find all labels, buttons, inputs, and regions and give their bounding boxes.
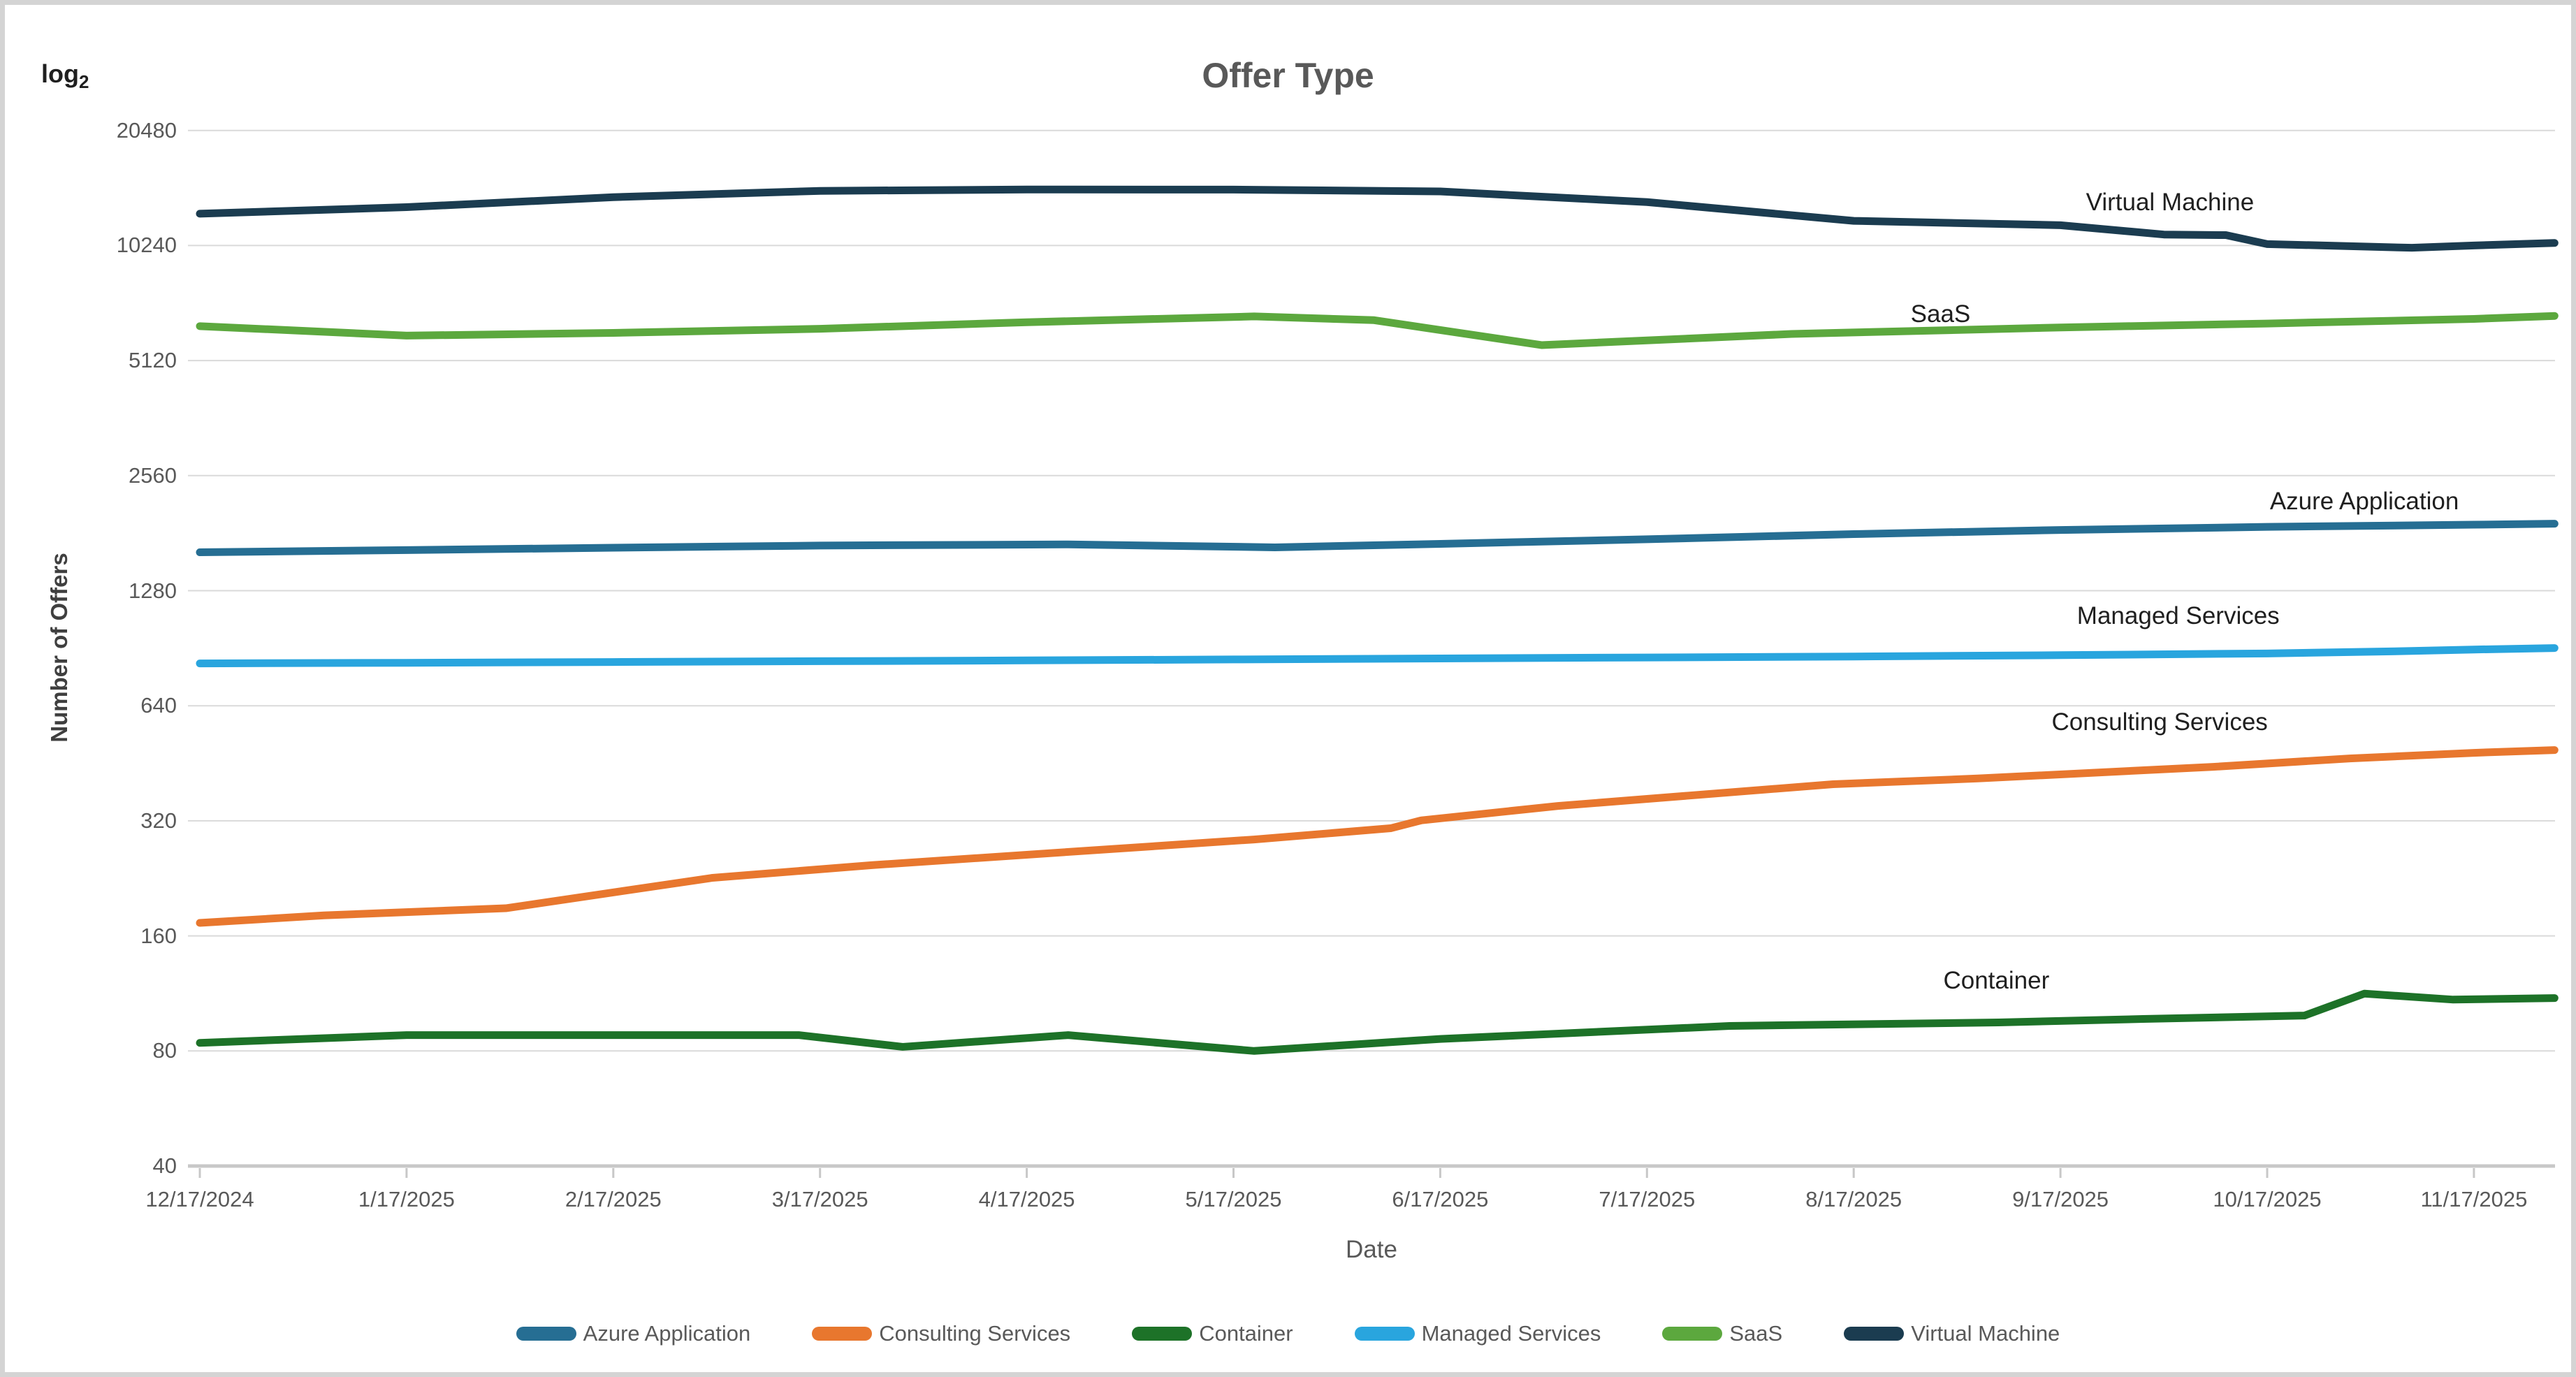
series-label-consulting-services: Consulting Services (2051, 708, 2268, 736)
series-line-saas (196, 312, 2559, 349)
legend-label: SaaS (1729, 1321, 1783, 1346)
legend-label: Managed Services (1421, 1321, 1601, 1346)
y-tick-label: 20480 (116, 117, 177, 143)
legend: Azure Application Consulting Services Cont… (5, 1321, 2571, 1346)
x-tick-label: 12/17/2024 (145, 1187, 254, 1211)
series-line-consulting-services (196, 746, 2559, 927)
x-tick-label: 5/17/2025 (1185, 1187, 1282, 1211)
series-line-managed-services (196, 644, 2559, 668)
legend-swatch-icon (1844, 1327, 1905, 1341)
log-scale-note: log2 (41, 59, 89, 93)
y-tick-label: 2560 (129, 462, 177, 488)
legend-item-managed-services[interactable]: Managed Services (1354, 1321, 1601, 1346)
legend-label: Consulting Services (879, 1321, 1071, 1346)
y-tick-label: 10240 (116, 233, 177, 258)
x-tick-label: 2/17/2025 (565, 1187, 662, 1211)
y-tick-label: 80 (152, 1038, 177, 1063)
legend-item-azure-application[interactable]: Azure Application (516, 1321, 751, 1346)
y-tick-label: 5120 (129, 348, 177, 373)
x-tick-label: 8/17/2025 (1805, 1187, 1902, 1211)
y-tick-label: 320 (140, 808, 177, 833)
x-tick-label: 3/17/2025 (771, 1187, 868, 1211)
plot-area (188, 129, 2559, 1178)
legend-label: Virtual Machine (1911, 1321, 2060, 1346)
series-line-container (196, 989, 2559, 1055)
series-label-saas: SaaS (1910, 300, 1971, 328)
legend-swatch-icon (812, 1327, 873, 1341)
series-label-container: Container (1943, 967, 2050, 995)
x-tick-label: 9/17/2025 (2012, 1187, 2109, 1211)
y-tick-label: 1280 (129, 578, 177, 603)
legend-label: Container (1199, 1321, 1293, 1346)
series-label-virtual-machine: Virtual Machine (2086, 188, 2255, 216)
legend-item-saas[interactable]: SaaS (1662, 1321, 1782, 1346)
legend-swatch-icon (516, 1327, 576, 1341)
x-tick-label: 11/17/2025 (2420, 1187, 2528, 1211)
legend-item-virtual-machine[interactable]: Virtual Machine (1844, 1321, 2060, 1346)
x-tick-label: 10/17/2025 (2213, 1187, 2322, 1211)
chart-title: Offer Type (1202, 56, 1374, 95)
x-axis-title: Date (1346, 1236, 1397, 1263)
series-line-virtual-machine (196, 185, 2559, 252)
y-tick-label: 40 (152, 1153, 177, 1178)
x-tick-label: 6/17/2025 (1392, 1187, 1489, 1211)
legend-item-consulting-services[interactable]: Consulting Services (812, 1321, 1070, 1346)
series-label-azure-application: Azure Application (2269, 488, 2459, 515)
x-tick-label: 7/17/2025 (1599, 1187, 1696, 1211)
y-tick-label: 160 (140, 923, 177, 948)
legend-swatch-icon (1662, 1327, 1723, 1341)
legend-swatch-icon (1354, 1327, 1415, 1341)
x-tick-label: 1/17/2025 (358, 1187, 455, 1211)
series-label-managed-services: Managed Services (2076, 602, 2280, 629)
x-tick-label: 4/17/2025 (978, 1187, 1075, 1211)
series-line-azure-application (196, 520, 2559, 557)
legend-swatch-icon (1132, 1327, 1193, 1341)
legend-label: Azure Application (583, 1321, 751, 1346)
y-tick-label: 640 (140, 693, 177, 718)
legend-item-container[interactable]: Container (1132, 1321, 1293, 1346)
